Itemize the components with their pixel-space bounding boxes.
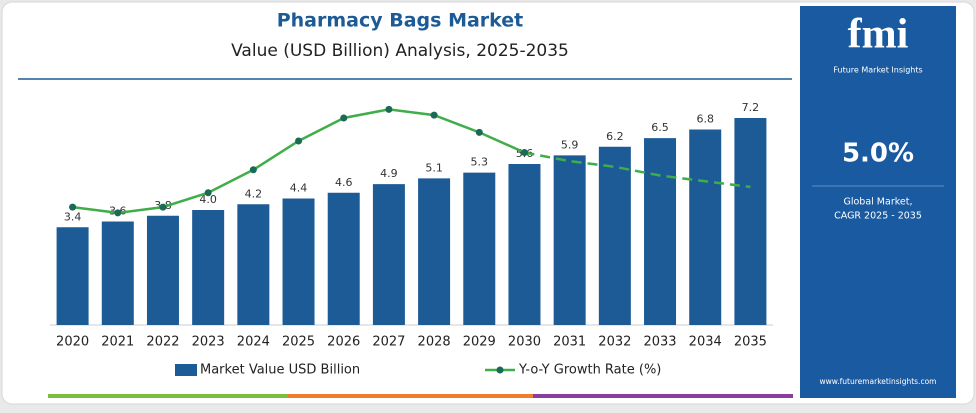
growth-dot <box>204 189 212 197</box>
x-tick-label: 2024 <box>237 335 270 350</box>
data-label: 4.4 <box>290 182 308 195</box>
x-tick-label: 2034 <box>689 335 722 350</box>
growth-dot <box>159 203 167 211</box>
data-label: 6.2 <box>606 130 624 143</box>
bar <box>553 155 586 325</box>
data-label: 6.8 <box>696 113 714 126</box>
x-tick-label: 2026 <box>327 335 360 350</box>
legend-swatch <box>496 366 504 374</box>
bar <box>101 221 134 325</box>
growth-dot <box>295 137 303 145</box>
legend-swatch <box>175 364 197 376</box>
growth-dot <box>69 203 77 211</box>
x-tick-label: 2021 <box>101 335 134 350</box>
data-label: 6.5 <box>651 121 669 134</box>
growth-dot <box>430 111 438 119</box>
strip <box>288 394 533 398</box>
bar <box>689 129 722 325</box>
strip <box>533 394 793 398</box>
chart-title: Pharmacy Bags Market <box>277 10 524 32</box>
data-label: 4.6 <box>335 176 353 189</box>
bar <box>372 184 405 325</box>
growth-dot <box>114 209 122 217</box>
growth-dot <box>475 128 483 136</box>
caption: Global Market, <box>843 197 912 208</box>
chart-subtitle: Value (USD Billion) Analysis, 2025-2035 <box>231 41 569 61</box>
x-tick-label: 2023 <box>192 335 225 350</box>
bar <box>327 192 360 325</box>
side-panel <box>800 6 956 398</box>
x-tick-label: 2025 <box>282 335 315 350</box>
brand: Future Market Insights <box>833 66 922 75</box>
data-label: 3.4 <box>64 210 82 223</box>
bar <box>237 204 270 325</box>
bar <box>418 178 451 325</box>
x-tick-label: 2029 <box>463 335 496 350</box>
bar <box>463 172 496 325</box>
x-tick-label: 2033 <box>643 335 676 350</box>
logo: fmi <box>848 12 909 58</box>
x-tick-label: 2031 <box>553 335 586 350</box>
x-tick-label: 2030 <box>508 335 541 350</box>
x-tick-label: 2020 <box>56 335 89 350</box>
data-label: 7.2 <box>742 101 760 114</box>
x-tick-label: 2022 <box>146 335 179 350</box>
bar <box>644 138 677 325</box>
strip <box>48 394 288 398</box>
data-label: 5.9 <box>561 138 579 151</box>
growth-dot <box>520 149 528 156</box>
x-tick-label: 2027 <box>372 335 405 350</box>
bar <box>282 198 315 325</box>
x-tick-label: 2032 <box>598 335 631 350</box>
growth-line <box>524 151 751 189</box>
data-label: 5.3 <box>471 156 489 169</box>
data-label: 4.0 <box>199 193 217 206</box>
caption: CAGR 2025 - 2035 <box>834 211 922 222</box>
cagr: 5.0% <box>842 139 914 169</box>
data-label: 4.2 <box>245 187 263 200</box>
url: www.futuremarketinsights.com <box>820 377 937 386</box>
bar <box>508 164 541 325</box>
data-label: 5.1 <box>425 161 443 174</box>
bar <box>734 118 767 325</box>
x-tick-label: 2028 <box>418 335 451 350</box>
x-tick-label: 2035 <box>734 335 767 350</box>
growth-dot <box>249 166 257 174</box>
bar <box>598 146 631 325</box>
legend-label: Market Value USD Billion <box>200 363 360 378</box>
data-label: 4.9 <box>380 167 398 180</box>
growth-dot <box>340 114 348 122</box>
bar <box>56 227 89 325</box>
bar <box>192 210 225 325</box>
growth-dot <box>385 105 393 113</box>
legend-label: Y-o-Y Growth Rate (%) <box>518 363 661 378</box>
bar <box>146 215 179 325</box>
